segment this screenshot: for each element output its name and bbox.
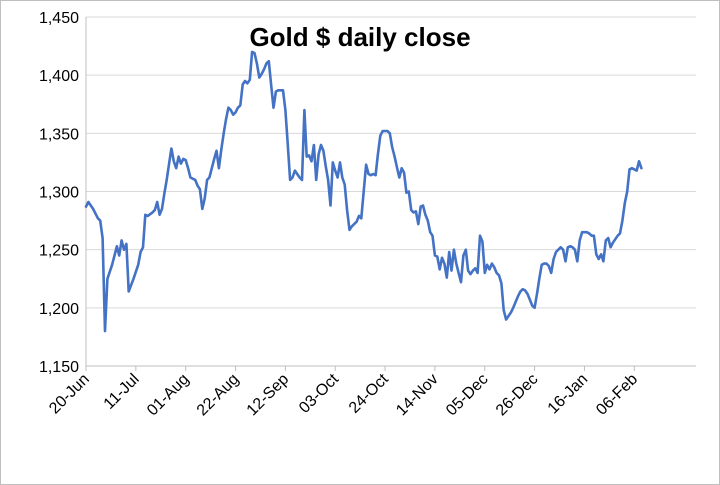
y-tick-label: 1,400: [39, 68, 79, 85]
gridlines: [86, 16, 696, 309]
y-tick-label: 1,350: [39, 126, 79, 143]
x-tick-label: 11-Jul: [101, 371, 143, 413]
x-tick-label: 05-Dec: [443, 371, 491, 419]
x-axis-ticks: 20-Jun 11-Jul 01-Aug 22-Aug 12-Sep 03-Oct 24-O…: [46, 366, 641, 419]
x-tick-label: 12-Sep: [244, 371, 293, 420]
series-group: [84, 50, 643, 333]
x-tick-label: 03-Oct: [296, 370, 342, 416]
x-tick-label: 22-Aug: [194, 371, 243, 420]
axes: [85, 17, 696, 367]
chart-title: Gold $ daily close: [249, 22, 470, 52]
y-tick-label: 1,200: [39, 301, 79, 318]
y-tick-label: 1,150: [39, 359, 79, 376]
x-tick-label: 20-Jun: [46, 371, 93, 418]
y-tick-label: 1,300: [39, 185, 79, 202]
series-line: [84, 50, 643, 333]
x-tick-label: 16-Jan: [545, 371, 592, 418]
y-axis-ticks: 1,150 1,200 1,250 1,300 1,350 1,400 1,450: [39, 10, 79, 376]
x-tick-label: 01-Aug: [144, 371, 193, 420]
x-tick-label: 06-Feb: [593, 371, 641, 419]
x-tick-label: 14-Nov: [393, 371, 441, 419]
y-tick-label: 1,450: [39, 10, 79, 27]
x-tick-label: 26-Dec: [493, 371, 541, 419]
y-tick-label: 1,250: [39, 243, 79, 260]
x-tick-label: 24-Oct: [346, 370, 392, 416]
